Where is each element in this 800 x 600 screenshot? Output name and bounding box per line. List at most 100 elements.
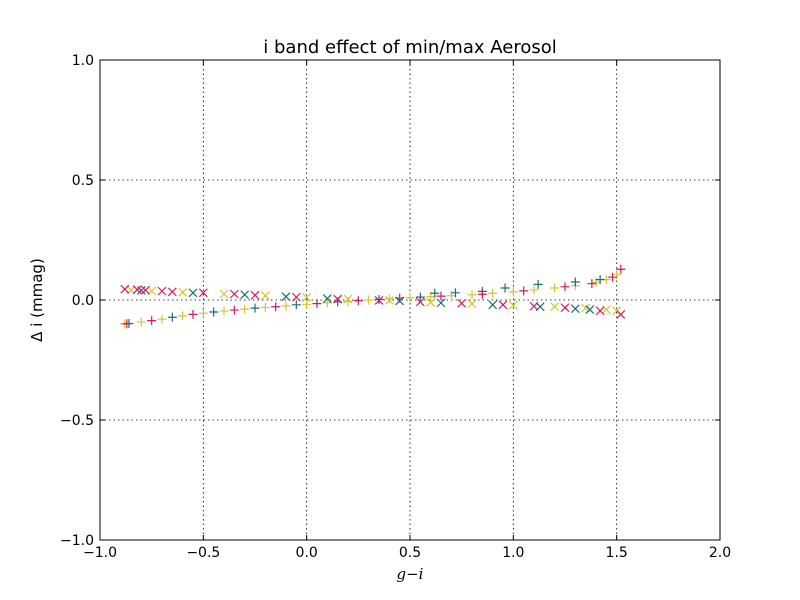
x-marker-point [374, 296, 384, 305]
x-marker-point [550, 302, 560, 312]
plus-marker-point [508, 287, 518, 297]
x-marker-point [322, 294, 332, 303]
x-marker-point [498, 300, 508, 310]
plus-marker-point [587, 279, 597, 289]
x-marker-point [616, 309, 626, 319]
plus-marker-point [450, 288, 460, 298]
series-2 [122, 264, 626, 329]
y-axis-label: Δ i (mmag) [28, 258, 46, 342]
x-tick-labels: −1.0 −0.5 0.0 0.5 1.0 1.5 2.0 [83, 545, 731, 561]
x-marker-point [167, 287, 177, 297]
y-tick-label: 0.5 [72, 173, 94, 189]
plus-marker-point [312, 299, 322, 309]
x-tick-label: 0.0 [296, 545, 318, 561]
x-tick-label: 1.5 [606, 545, 628, 561]
x-marker-point [508, 300, 518, 310]
plus-marker-point [122, 319, 132, 329]
y-tick-label: 0.0 [72, 293, 94, 309]
plus-marker-point [533, 279, 543, 289]
plus-marker-point [616, 264, 626, 274]
plus-marker-point [271, 302, 281, 312]
plus-marker-point [209, 307, 219, 317]
x-marker-point [395, 296, 405, 306]
x-marker-point [467, 299, 477, 309]
x-marker-point [240, 290, 250, 300]
plus-marker-point [302, 299, 312, 309]
x-tick-label: −0.5 [186, 545, 220, 561]
x-marker-point [560, 303, 570, 313]
x-marker-point [157, 286, 167, 296]
x-marker-point [250, 290, 260, 300]
x-marker-point [415, 297, 425, 307]
x-marker-point [436, 298, 446, 308]
x-marker-point [188, 288, 198, 298]
x-marker-point [219, 289, 229, 299]
x-marker-point [529, 301, 539, 311]
x-marker-point [302, 293, 312, 303]
plus-marker-point [188, 309, 198, 319]
x-marker-point [291, 292, 301, 302]
plus-marker-point [488, 288, 498, 298]
x-tick-label: 0.5 [399, 545, 421, 561]
x-tick-label: 2.0 [709, 545, 731, 561]
plus-marker-point [364, 295, 374, 305]
plus-marker-point [519, 286, 529, 296]
plus-marker-point [595, 275, 605, 285]
series-4 [136, 285, 595, 315]
plus-marker-point [374, 295, 384, 305]
x-tick-label: 1.0 [502, 545, 524, 561]
plus-marker-point [281, 301, 291, 311]
x-marker-point [281, 292, 291, 302]
plus-marker-point [250, 303, 260, 313]
plus-marker-point [291, 300, 301, 310]
plus-marker-point [405, 293, 415, 303]
x-marker-point [260, 291, 270, 301]
plus-marker-point [353, 296, 363, 306]
plus-marker-point [384, 294, 394, 304]
x-tick-label: −1.0 [83, 545, 117, 561]
plus-marker-point [167, 312, 177, 322]
plus-marker-point [229, 305, 239, 315]
y-tick-label: −1.0 [60, 533, 94, 549]
plus-marker-point [219, 306, 229, 316]
x-marker-point [585, 305, 595, 315]
y-tick-labels: −1.0 −0.5 0.0 0.5 1.0 [60, 53, 94, 549]
x-marker-point [384, 296, 394, 305]
series-5 [120, 284, 626, 319]
x-marker-point [488, 300, 498, 310]
plus-marker-point [500, 283, 510, 293]
plus-marker-point [550, 283, 560, 293]
x-marker-point [570, 304, 580, 314]
plus-marker-point [415, 292, 425, 302]
plus-marker-point [529, 285, 539, 295]
axis-ticks [99, 59, 721, 541]
y-tick-label: 1.0 [72, 53, 94, 69]
plus-marker-point [178, 311, 188, 321]
x-marker-point [457, 298, 467, 308]
plus-marker-point [157, 314, 167, 324]
plus-marker-point [560, 282, 570, 292]
plus-marker-point [477, 289, 487, 299]
plus-marker-point [260, 302, 270, 312]
plus-marker-point [608, 272, 618, 282]
x-marker-point [141, 285, 150, 295]
x-marker-point [426, 297, 436, 307]
data-points [120, 264, 626, 329]
x-marker-point [198, 288, 208, 298]
x-marker-point [178, 287, 188, 297]
y-tick-label: −0.5 [60, 413, 94, 429]
x-axis-label: g−i [397, 565, 424, 583]
plus-marker-point [430, 288, 440, 298]
plus-marker-point [322, 298, 332, 308]
x-marker-point [343, 294, 353, 304]
plus-marker-point [436, 291, 446, 301]
x-marker-point [132, 285, 142, 295]
series-0 [120, 270, 622, 329]
x-marker-point [595, 306, 605, 316]
x-marker-point [229, 289, 239, 299]
plus-marker-point [612, 270, 622, 280]
chart-title: i band effect of min/max Aerosol [263, 37, 556, 58]
plus-marker-point [570, 277, 580, 287]
plus-marker-point [240, 304, 250, 314]
